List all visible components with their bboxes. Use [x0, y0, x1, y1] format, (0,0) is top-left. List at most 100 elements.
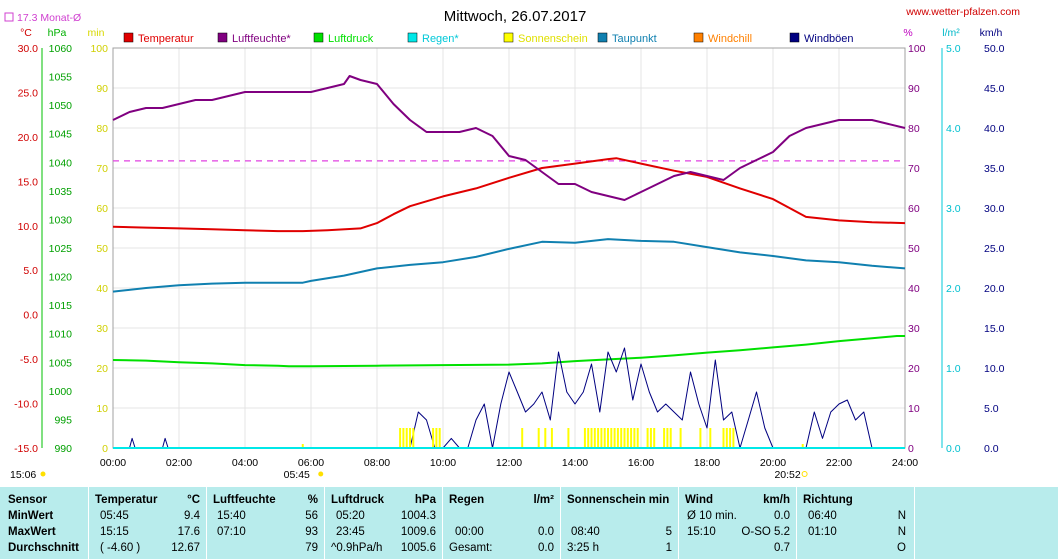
min-tick-label: 50	[96, 243, 108, 255]
sunset-icon	[801, 471, 808, 477]
hdr-wind-unit: km/h	[763, 494, 790, 506]
cell-value: 93	[305, 526, 318, 538]
hpa-tick-label: 1030	[49, 214, 73, 226]
pct-tick-label: 60	[908, 203, 920, 215]
rain-tick-label: 1.0	[946, 363, 961, 375]
cell-time: 15:10	[687, 526, 716, 538]
legend-swatch	[597, 32, 608, 43]
x-tick-label: 16:00	[628, 457, 654, 469]
series-line-taupunkt	[112, 238, 906, 293]
cell-time: ( -4.60 )	[100, 542, 141, 554]
pct-tick-label: 50	[908, 243, 920, 255]
hdr-press-unit: hPa	[414, 494, 436, 506]
cell-value: 1004.3	[400, 510, 436, 522]
cell-time: 01:10	[808, 526, 837, 538]
pct-tick-label: 20	[908, 363, 920, 375]
cell-value: O	[897, 542, 906, 554]
rain-tick-label: 2.0	[946, 283, 961, 295]
x-tick-label: 14:00	[562, 457, 588, 469]
kmh-tick-label: 40.0	[984, 123, 1005, 135]
axis-unit-label: hPa	[48, 27, 67, 39]
kmh-tick-label: 50.0	[984, 43, 1005, 55]
kmh-tick-label: 15.0	[984, 323, 1005, 335]
temp-tick-label: -5.0	[20, 354, 38, 366]
min-tick-label: 30	[96, 323, 108, 335]
series-line-luftfeuchte	[112, 75, 906, 201]
x-tick-label: 02:00	[166, 457, 192, 469]
legend-swatch	[313, 32, 324, 43]
temp-tick-label: 20.0	[18, 132, 39, 144]
x-tick-label: 20:00	[760, 457, 786, 469]
month-avg-label: 17.3 Monat-Ø	[17, 12, 81, 24]
cell-value: 17.6	[177, 526, 200, 538]
kmh-tick-label: 0.0	[984, 443, 999, 455]
site-link[interactable]: www.wetter-pfalzen.com	[905, 6, 1020, 18]
axis-unit-label: min	[88, 27, 105, 39]
kmh-tick-label: 25.0	[984, 243, 1005, 255]
hpa-tick-label: 995	[54, 414, 72, 426]
series-line-luftdruck	[112, 335, 905, 368]
x-tick-label: 22:00	[826, 457, 852, 469]
pct-tick-label: 10	[908, 403, 920, 415]
temp-tick-label: 10.0	[18, 221, 39, 233]
min-tick-label: 80	[96, 123, 108, 135]
hpa-tick-label: 1020	[49, 272, 73, 284]
cell-value: 0.0	[538, 526, 554, 538]
row-label: MinWert	[8, 510, 54, 522]
legend-entry: Temperatur	[138, 33, 194, 45]
temp-tick-label: 0.0	[23, 310, 38, 322]
hpa-tick-label: 1055	[49, 72, 73, 84]
hdr-temp: Temperatur	[95, 494, 158, 506]
day-length-icon	[40, 471, 46, 477]
hdr-rain-unit: l/m²	[533, 494, 554, 506]
hpa-tick-label: 990	[54, 443, 72, 455]
cell-value: 56	[305, 510, 318, 522]
cell-value: 9.4	[184, 510, 200, 522]
cell-value: 1	[665, 542, 672, 554]
hpa-tick-label: 1015	[49, 300, 73, 312]
x-tick-label: 24:00	[892, 457, 918, 469]
legend-entry: Regen*	[422, 33, 459, 45]
legend-swatch	[217, 32, 228, 43]
cell-time: 00:00	[455, 526, 484, 538]
chart-title: Mittwoch, 26.07.2017	[444, 8, 587, 25]
hpa-tick-label: 1000	[49, 386, 73, 398]
hdr-hum-unit: %	[307, 494, 318, 506]
hpa-tick-label: 1005	[49, 357, 73, 369]
min-tick-label: 0	[102, 443, 108, 455]
x-tick-label: 12:00	[496, 457, 522, 469]
cell-time: 05:45	[100, 510, 129, 522]
hpa-tick-label: 1040	[49, 157, 73, 169]
month-avg-marker	[4, 12, 14, 22]
legend-entry: Taupunkt	[612, 33, 657, 45]
cell-value: O-SO 5.2	[741, 526, 790, 538]
cell-value: 1005.6	[400, 542, 436, 554]
x-tick-label: 10:00	[430, 457, 456, 469]
hpa-tick-label: 1045	[49, 129, 73, 141]
x-tick-label: 18:00	[694, 457, 720, 469]
x-tick-label: 06:00	[298, 457, 324, 469]
min-tick-label: 100	[90, 43, 108, 55]
cell-value: 0.7	[774, 542, 790, 554]
pct-tick-label: 70	[908, 163, 920, 175]
min-tick-label: 40	[96, 283, 108, 295]
x-tick-label: 00:00	[100, 457, 126, 469]
axis-unit-label: l/m²	[942, 27, 960, 39]
sunset-label: 20:52	[774, 469, 800, 481]
min-tick-label: 10	[96, 403, 108, 415]
hdr-temp-unit: °C	[187, 494, 200, 506]
legend-entry: Luftdruck	[328, 33, 374, 45]
x-tick-label: 04:00	[232, 457, 258, 469]
temp-tick-label: 25.0	[18, 87, 39, 99]
temp-tick-label: -10.0	[14, 399, 38, 411]
cell-time: 15:15	[100, 526, 129, 538]
pct-tick-label: 90	[908, 83, 920, 95]
rain-tick-label: 3.0	[946, 203, 961, 215]
rain-tick-label: 4.0	[946, 123, 961, 135]
min-tick-label: 90	[96, 83, 108, 95]
hdr-sensor: Sensor	[8, 494, 47, 506]
legend-swatch	[123, 32, 134, 43]
statistics-table: Sensor Temperatur °C Luftfeuchte % Luftd…	[0, 487, 1058, 559]
pct-tick-label: 100	[908, 43, 926, 55]
cell-time: 3:25 h	[567, 542, 599, 554]
